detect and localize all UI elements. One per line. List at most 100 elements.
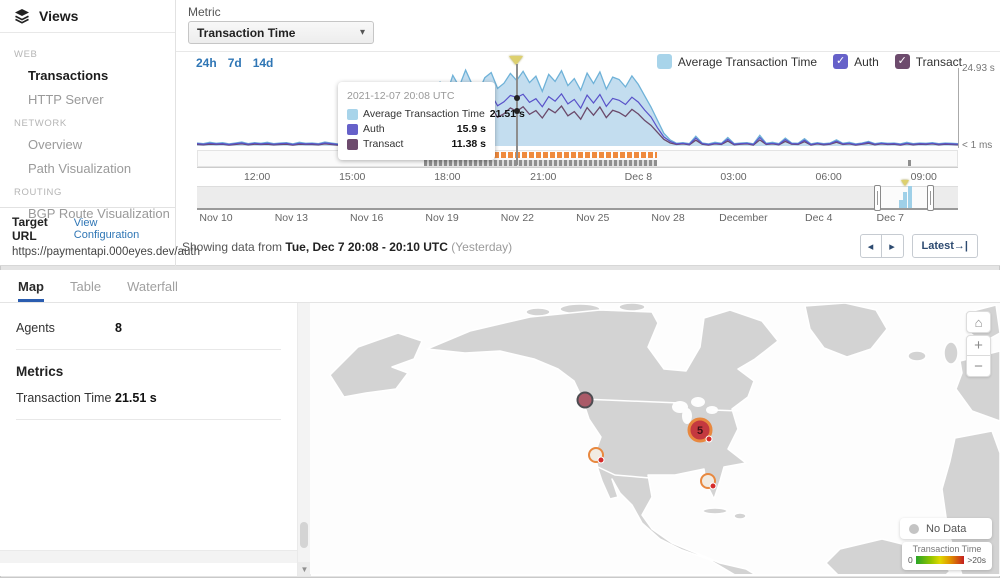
scroll-down-arrow-icon[interactable]: ▼ (298, 562, 311, 576)
chart-tooltip: 2021-12-07 20:08 UTC Average Transaction… (338, 82, 525, 160)
sidebar-title: Views (39, 8, 79, 24)
marker-dot-transact (513, 108, 520, 115)
chart-legend: Average Transaction Time ✓ Auth ✓ Transact (656, 54, 962, 69)
scrollbar-thumb[interactable] (300, 522, 308, 548)
y-axis-min-label: < 1 ms (962, 140, 993, 151)
overview-tick-label: Nov 16 (350, 212, 384, 224)
previous-interval-button[interactable]: ◂ (859, 234, 882, 258)
overview-data-spike (903, 191, 908, 208)
views-card: Views WEB Transactions HTTP Server NETWORK O… (0, 0, 1000, 266)
metric-label: Metric (188, 5, 221, 19)
map-marker-seattle[interactable] (576, 391, 594, 409)
checked-checkbox-icon[interactable]: ✓ (833, 54, 849, 69)
tooltip-row: Transact 11.38 s (347, 138, 486, 150)
overview-tick-label: Dec 4 (805, 212, 833, 224)
tab-waterfall[interactable]: Waterfall (127, 278, 178, 294)
metric-dropdown-value: Transaction Time (197, 25, 296, 40)
status-range: Tue, Dec 7 20:08 - 20:10 UTC (285, 240, 448, 254)
legend-item-auth[interactable]: ✓ Auth (833, 54, 879, 69)
nav-section-label: WEB (14, 49, 38, 60)
color-gradient-bar (915, 556, 965, 564)
overview-tick-label: Nov 19 (425, 212, 459, 224)
x-tick-label: 15:00 (339, 171, 366, 183)
overview-brush-handle-right[interactable] (926, 185, 934, 211)
transaction-time-legend: Transaction Time 0 >20s (902, 542, 992, 570)
map-marker-los-angeles[interactable] (588, 447, 605, 464)
tooltip-swatch-icon (347, 108, 358, 120)
status-prefix: Showing data from (182, 240, 286, 254)
error-band-segment (424, 152, 658, 158)
nav-section-label: ROUTING (14, 187, 63, 198)
availability-band-segment (424, 160, 658, 166)
time-marker-line[interactable] (516, 64, 518, 165)
transaction-time-chart[interactable] (197, 68, 958, 148)
metrics-heading: Metrics (16, 364, 64, 379)
map-home-button[interactable]: ⌂ (966, 311, 991, 333)
map-canvas[interactable]: 5 (310, 303, 1000, 574)
minus-icon: − (974, 357, 983, 375)
tab-table[interactable]: Table (70, 278, 102, 294)
map-zoom-in-button[interactable]: + (966, 335, 991, 356)
world-map[interactable]: 5 ⌂ + − No Data Transaction Time 0 >20s (310, 303, 1000, 574)
legend-item-average-transaction-time[interactable]: Average Transaction Time (656, 54, 817, 69)
view-configuration-link[interactable]: View Configuration (73, 217, 140, 241)
checked-checkbox-icon[interactable]: ✓ (894, 54, 910, 69)
panel-vertical-scrollbar[interactable]: ▼ (297, 303, 311, 576)
legend-item-transact[interactable]: ✓ Transact (894, 54, 962, 69)
timerange-7d[interactable]: 7d (227, 56, 242, 70)
results-tabbar: Map Table Waterfall (0, 270, 1000, 303)
metric-dropdown[interactable]: Transaction Time ▾ (188, 21, 374, 44)
overview-data-spike (907, 186, 912, 208)
next-interval-button[interactable]: ▸ (881, 234, 904, 258)
overview-tick-label: December (719, 212, 768, 224)
latest-button[interactable]: Latest→| (911, 234, 978, 258)
no-data-dot-icon (909, 523, 919, 534)
legend-min: 0 (908, 555, 913, 565)
overview-tick-label: Nov 28 (651, 212, 685, 224)
overview-selection[interactable] (876, 187, 930, 208)
timerange-24h[interactable]: 24h (196, 56, 217, 70)
sidebar-item-overview[interactable]: Overview (28, 137, 83, 152)
x-tick-label: 12:00 (243, 171, 271, 183)
overview-brush-handle-left[interactable] (873, 185, 881, 211)
transaction-time-label: Transaction Time (16, 391, 112, 405)
x-tick-label: 09:00 (910, 171, 937, 183)
plus-icon: + (974, 337, 983, 354)
timerange-14d[interactable]: 14d (252, 56, 274, 70)
tooltip-series-label: Average Transaction Time (363, 108, 485, 120)
overview-tick-label: Nov 22 (500, 212, 535, 224)
svg-text:5: 5 (697, 425, 703, 437)
overview-tick-label: Nov 13 (274, 212, 308, 224)
x-axis: 12:00 15:00 18:00 21:00 Dec 8 03:00 06:00 09:00 (197, 167, 958, 183)
legend-label: Transact (915, 54, 962, 69)
legend-label: Auth (854, 54, 879, 69)
tooltip-series-value: 21.51 s (489, 108, 525, 120)
marker-dot-auth (513, 94, 520, 101)
sidebar-item-bgp-route-visualization[interactable]: BGP Route Visualization (28, 206, 170, 221)
panel-horizontal-scrollbar[interactable] (0, 550, 297, 563)
layers-icon (14, 8, 30, 24)
tooltip-swatch-icon (347, 123, 358, 135)
sidebar-item-http-server[interactable]: HTTP Server (28, 92, 104, 107)
y-axis-max-label: 24.93 s (962, 63, 995, 74)
overview-timeline[interactable] (197, 180, 958, 211)
transaction-time-value: 21.51 s (115, 391, 157, 405)
map-marker-chicago[interactable]: 5 (687, 417, 713, 443)
sidebar-item-transactions[interactable]: Transactions (28, 68, 109, 83)
color-swatch-icon[interactable] (656, 54, 672, 69)
no-data-label: No Data (926, 522, 967, 535)
map-zoom-out-button[interactable]: − (966, 356, 991, 377)
overview-tick-label: Nov 25 (576, 212, 610, 224)
time-marker-flag-icon[interactable] (509, 56, 523, 65)
map-marker-florida[interactable] (700, 473, 717, 490)
overview-marker-flag-icon (901, 180, 910, 186)
legend-title: Transaction Time (912, 544, 982, 554)
showing-data-status: Showing data from Tue, Dec 7 20:08 - 20:… (182, 240, 512, 254)
sidebar-header: Views (0, 0, 175, 33)
sidebar-item-path-visualization[interactable]: Path Visualization (28, 161, 132, 176)
target-url-label: Target URL (12, 215, 48, 243)
overview-tick-label: Dec 7 (876, 212, 904, 224)
tab-map[interactable]: Map (18, 270, 44, 302)
chevron-down-icon: ▾ (359, 27, 365, 38)
nav-section-label: NETWORK (14, 118, 67, 129)
